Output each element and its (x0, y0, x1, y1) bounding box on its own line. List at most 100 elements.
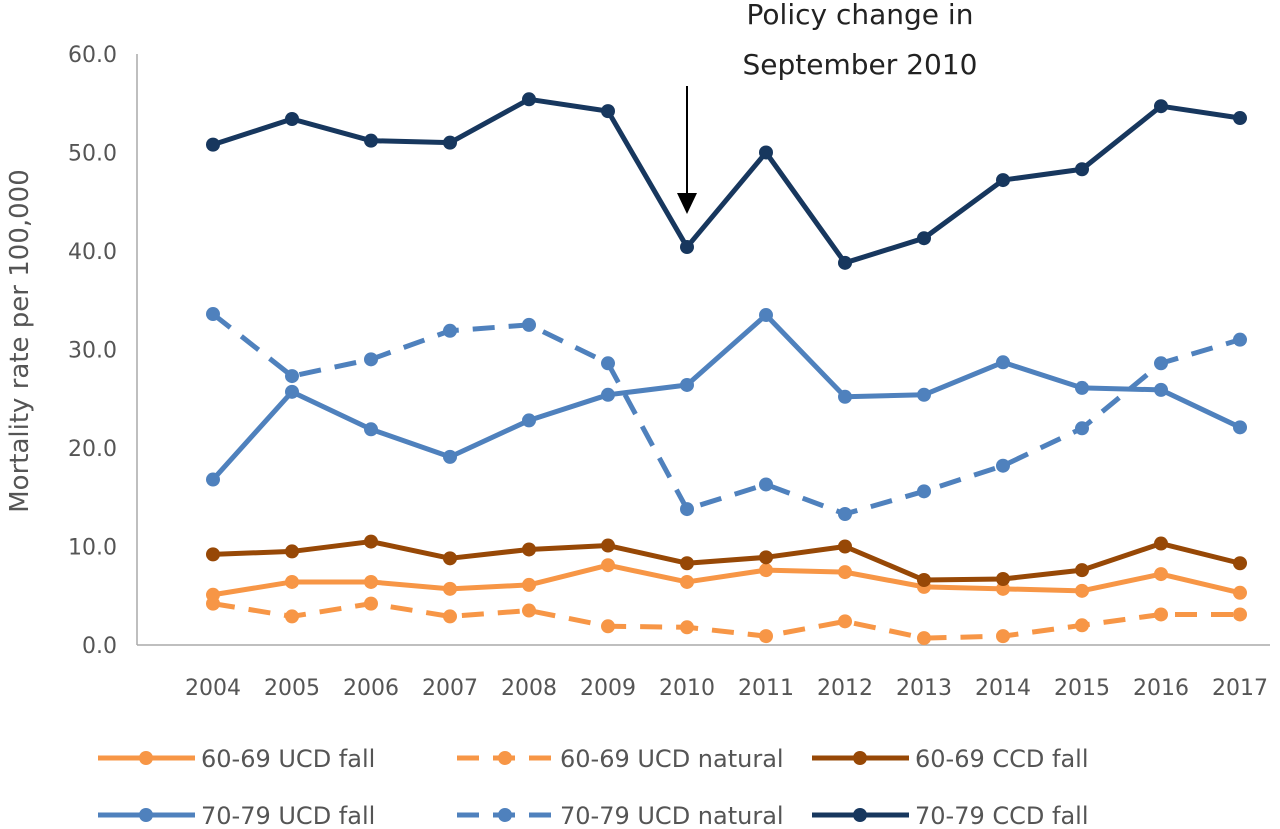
y-tick-label: 50.0 (68, 142, 117, 167)
data-point (285, 112, 299, 127)
x-tick-label: 2013 (896, 676, 952, 701)
data-point (838, 565, 852, 580)
y-tick-label: 20.0 (68, 437, 117, 462)
legend-label: 70-79 CCD fall (915, 802, 1088, 829)
x-tick-label: 2012 (817, 676, 873, 701)
legend-marker (498, 751, 512, 765)
data-point (522, 317, 536, 332)
data-point (838, 389, 852, 404)
data-point (1233, 556, 1247, 571)
data-point (364, 422, 378, 437)
data-point (680, 620, 694, 635)
data-point (522, 413, 536, 428)
data-point (285, 574, 299, 589)
data-point (364, 534, 378, 549)
data-point (206, 137, 220, 152)
data-point (364, 574, 378, 589)
x-tick-label: 2011 (738, 676, 794, 701)
series-line (211, 312, 1241, 517)
annotation-line-2: September 2010 (743, 48, 978, 81)
data-point (443, 135, 457, 150)
axes (136, 54, 1270, 646)
legend-marker (498, 808, 512, 822)
data-point (996, 581, 1010, 596)
data-point (443, 551, 457, 566)
series-group (206, 558, 1247, 602)
data-point (601, 538, 615, 553)
data-point (522, 542, 536, 557)
legend-entry: 60-69 UCD fall (98, 745, 375, 773)
data-point (759, 563, 773, 578)
data-point (601, 558, 615, 573)
data-point (996, 629, 1010, 644)
x-tick-label: 2006 (343, 676, 399, 701)
x-tick-label: 2008 (501, 676, 557, 701)
x-tick-label: 2009 (580, 676, 636, 701)
y-tick-label: 10.0 (68, 536, 117, 561)
data-point (680, 556, 694, 571)
x-tick-label: 2004 (185, 676, 241, 701)
legend-label: 60-69 UCD fall (201, 745, 375, 773)
legend-label: 70-79 UCD natural (560, 802, 784, 829)
policy-annotation: Policy change in September 2010 (677, 0, 977, 214)
data-point (1154, 382, 1168, 397)
data-point (443, 323, 457, 338)
data-point (1154, 356, 1168, 371)
data-point (1075, 583, 1089, 598)
data-point (1233, 585, 1247, 600)
data-point (680, 502, 694, 517)
data-point (996, 355, 1010, 370)
data-point (601, 387, 615, 402)
data-point (1075, 563, 1089, 578)
data-point (1233, 111, 1247, 126)
legend-entry: 70-79 CCD fall (812, 802, 1088, 829)
legend-entry: 70-79 UCD natural (457, 802, 784, 829)
data-point (759, 145, 773, 160)
data-point (1075, 421, 1089, 436)
legend-entry: 60-69 CCD fall (812, 745, 1088, 773)
x-tick-label: 2007 (422, 676, 478, 701)
data-point (1075, 162, 1089, 177)
data-point (1154, 567, 1168, 582)
legend-marker (853, 808, 867, 822)
data-point (759, 477, 773, 492)
data-point (443, 449, 457, 464)
x-tick-labels: 2004 2005 2006 2007 2008 2009 2010 2011 2012 2013… (185, 676, 1268, 701)
data-point (206, 596, 220, 611)
data-point (917, 631, 931, 646)
data-point (917, 572, 931, 587)
data-point (601, 619, 615, 634)
data-point (206, 472, 220, 487)
y-tick-label: 40.0 (68, 240, 117, 265)
data-point (1075, 618, 1089, 633)
series-group (206, 307, 1247, 521)
data-point (838, 539, 852, 554)
x-tick-label: 2014 (975, 676, 1031, 701)
data-point (285, 384, 299, 399)
legend-label: 60-69 UCD natural (560, 745, 784, 773)
data-point (364, 352, 378, 367)
x-tick-label: 2016 (1133, 676, 1189, 701)
annotation-arrow-head (677, 193, 697, 214)
y-tick-label: 60.0 (68, 43, 117, 68)
data-point (917, 484, 931, 499)
data-point (601, 356, 615, 371)
data-point (838, 506, 852, 521)
legend-label: 70-79 UCD fall (201, 802, 375, 829)
data-point (838, 255, 852, 270)
series-line (212, 601, 1240, 641)
legend-marker (139, 808, 153, 822)
data-point (917, 231, 931, 246)
data-point (680, 574, 694, 589)
series-layer (206, 92, 1247, 646)
x-tick-label: 2015 (1054, 676, 1110, 701)
x-tick-label: 2017 (1212, 676, 1268, 701)
data-point (522, 577, 536, 592)
series-group (206, 596, 1247, 646)
data-point (206, 307, 220, 322)
x-tick-label: 2010 (659, 676, 715, 701)
data-point (285, 369, 299, 384)
data-point (680, 377, 694, 392)
x-tick-label: 2005 (264, 676, 320, 701)
